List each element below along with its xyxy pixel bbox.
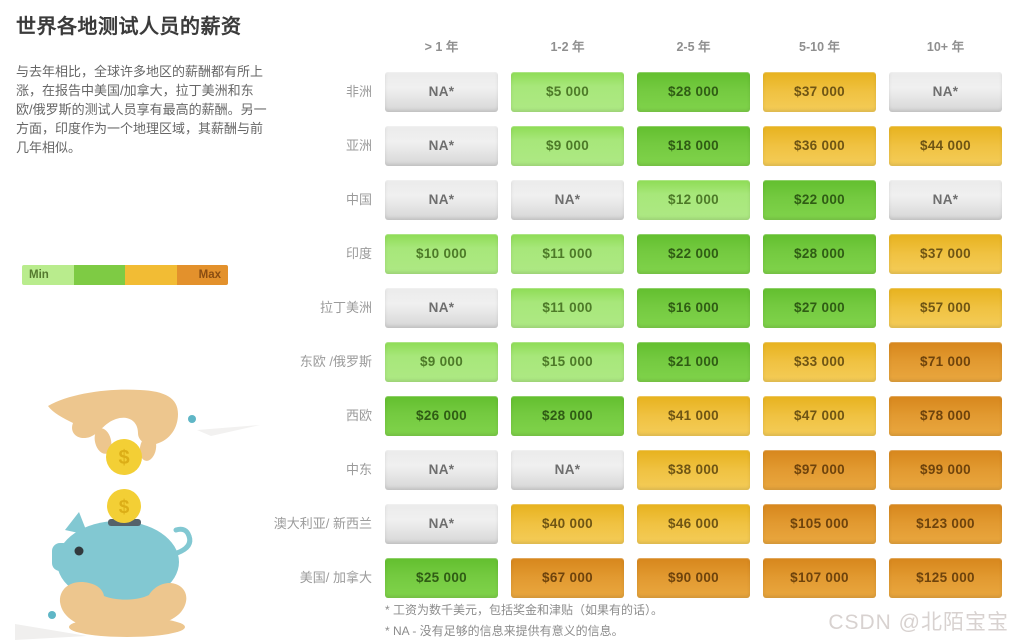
swoosh-decoration: [15, 624, 87, 640]
salary-cell-western-europe-col5: $78 000: [889, 396, 1002, 436]
hand-holding-piggy-icon: [59, 582, 187, 637]
legend-segment-4: Max: [176, 265, 228, 285]
salary-cell-eastern-europe-russia-col1: $9 000: [385, 342, 498, 382]
salary-cell-eastern-europe-russia-col5: $71 000: [889, 342, 1002, 382]
salary-cell-western-europe-col1: $26 000: [385, 396, 498, 436]
salary-cell-western-europe-col4: $47 000: [763, 396, 876, 436]
salary-cell-latin-america-col2: $11 000: [511, 288, 624, 328]
salary-cell-usa-canada-col1: $25 000: [385, 558, 498, 598]
hand-dropping-coin-icon: $: [48, 389, 178, 475]
row-label-latin-america: 拉丁美洲: [319, 300, 372, 315]
row-label-australia-new-zealand: 澳大利亚/ 新西兰: [273, 516, 372, 531]
salary-cell-china-col4: $22 000: [763, 180, 876, 220]
salary-cell-usa-canada-col5: $125 000: [889, 558, 1002, 598]
footnote-na: * NA - 没有足够的信息来提供有意义的信息。: [385, 624, 624, 638]
salary-cell-india-col3: $22 000: [637, 234, 750, 274]
row-label-western-europe: 西欧: [345, 408, 372, 423]
salary-cell-latin-america-col1: NA*: [385, 288, 498, 328]
salary-cell-eastern-europe-russia-col2: $15 000: [511, 342, 624, 382]
salary-cell-asia-col2: $9 000: [511, 126, 624, 166]
salary-cell-china-col5: NA*: [889, 180, 1002, 220]
col-header-4: 5-10 年: [799, 40, 840, 54]
salary-cell-africa-col4: $37 000: [763, 72, 876, 112]
salary-cell-china-col2: NA*: [511, 180, 624, 220]
col-header-2: 1-2 年: [550, 40, 585, 54]
salary-cell-middle-east-col2: NA*: [511, 450, 624, 490]
row-label-india: 印度: [345, 246, 372, 261]
salary-cell-eastern-europe-russia-col3: $21 000: [637, 342, 750, 382]
legend-segment-3: [125, 265, 177, 285]
pig-eye: [74, 546, 84, 556]
page-title: 世界各地测试人员的薪资: [16, 16, 242, 38]
salary-cell-india-col5: $37 000: [889, 234, 1002, 274]
row-label-eastern-europe-russia: 东欧 /俄罗斯: [299, 354, 372, 369]
svg-text:$: $: [118, 447, 129, 469]
salary-cell-usa-canada-col4: $107 000: [763, 558, 876, 598]
watermark: CSDN @北陌宝宝: [828, 611, 1009, 634]
salary-cell-western-europe-col3: $41 000: [637, 396, 750, 436]
salary-cell-middle-east-col5: $99 000: [889, 450, 1002, 490]
intro-paragraph: 与去年相比，全球许多地区的薪酬都有所上涨，在报告中美国/加拿大，拉丁美洲和东欧/…: [16, 64, 267, 155]
salary-cell-asia-col5: $44 000: [889, 126, 1002, 166]
piggy-bank-illustration: $ $: [15, 389, 260, 640]
salary-cell-western-europe-col2: $28 000: [511, 396, 624, 436]
salary-cell-australia-new-zealand-col1: NA*: [385, 504, 498, 544]
salary-cell-india-col1: $10 000: [385, 234, 498, 274]
salary-cell-australia-new-zealand-col4: $105 000: [763, 504, 876, 544]
legend-segment-1: Min: [22, 265, 74, 285]
salary-cell-middle-east-col1: NA*: [385, 450, 498, 490]
salary-cell-india-col2: $11 000: [511, 234, 624, 274]
legend-label-max: Max: [198, 269, 221, 281]
salary-cell-usa-canada-col2: $67 000: [511, 558, 624, 598]
col-header-3: 2-5 年: [676, 40, 711, 54]
footnote-salary-unit: * 工资为数千美元，包括奖金和津贴（如果有的话）。: [385, 603, 664, 617]
salary-cell-middle-east-col4: $97 000: [763, 450, 876, 490]
salary-cell-asia-col3: $18 000: [637, 126, 750, 166]
col-header-5: 10+ 年: [926, 40, 965, 54]
salary-cell-india-col4: $28 000: [763, 234, 876, 274]
salary-cell-asia-col1: NA*: [385, 126, 498, 166]
salary-cell-china-col3: $12 000: [637, 180, 750, 220]
salary-cell-africa-col5: NA*: [889, 72, 1002, 112]
dot-decoration: [48, 611, 56, 619]
footnotes: * 工资为数千美元，包括奖金和津贴（如果有的话）。 * NA - 没有足够的信息…: [385, 600, 663, 641]
salary-cell-latin-america-col4: $27 000: [763, 288, 876, 328]
svg-text:$: $: [119, 497, 130, 518]
grid-corner: [252, 36, 372, 58]
legend-bar: Min Max: [22, 265, 228, 285]
salary-cell-africa-col1: NA*: [385, 72, 498, 112]
row-label-asia: 亚洲: [345, 138, 372, 153]
salary-cell-usa-canada-col3: $90 000: [637, 558, 750, 598]
salary-cell-eastern-europe-russia-col4: $33 000: [763, 342, 876, 382]
dot-decoration: [188, 415, 196, 423]
salary-cell-latin-america-col3: $16 000: [637, 288, 750, 328]
salary-grid: > 1 年 1-2 年 2-5 年 5-10 年 10+ 年非洲 NA* $5 000 $28…: [252, 36, 1002, 598]
salary-cell-australia-new-zealand-col3: $46 000: [637, 504, 750, 544]
row-label-china: 中国: [345, 192, 372, 207]
row-label-usa-canada: 美国/ 加拿大: [299, 570, 372, 585]
coin-icon: [106, 439, 142, 475]
salary-cell-africa-col3: $28 000: [637, 72, 750, 112]
falling-coin-icon: $: [107, 489, 141, 523]
salary-cell-africa-col2: $5 000: [511, 72, 624, 112]
salary-cell-latin-america-col5: $57 000: [889, 288, 1002, 328]
salary-cell-middle-east-col3: $38 000: [637, 450, 750, 490]
row-label-middle-east: 中东: [345, 462, 372, 477]
salary-cell-china-col1: NA*: [385, 180, 498, 220]
salary-cell-australia-new-zealand-col2: $40 000: [511, 504, 624, 544]
row-label-africa: 非洲: [345, 84, 372, 99]
legend-label-min: Min: [29, 269, 49, 281]
swoosh-decoration: [197, 425, 260, 436]
col-header-1: > 1 年: [424, 40, 459, 54]
salary-cell-australia-new-zealand-col5: $123 000: [889, 504, 1002, 544]
salary-cell-asia-col4: $36 000: [763, 126, 876, 166]
legend-segment-2: [73, 265, 125, 285]
